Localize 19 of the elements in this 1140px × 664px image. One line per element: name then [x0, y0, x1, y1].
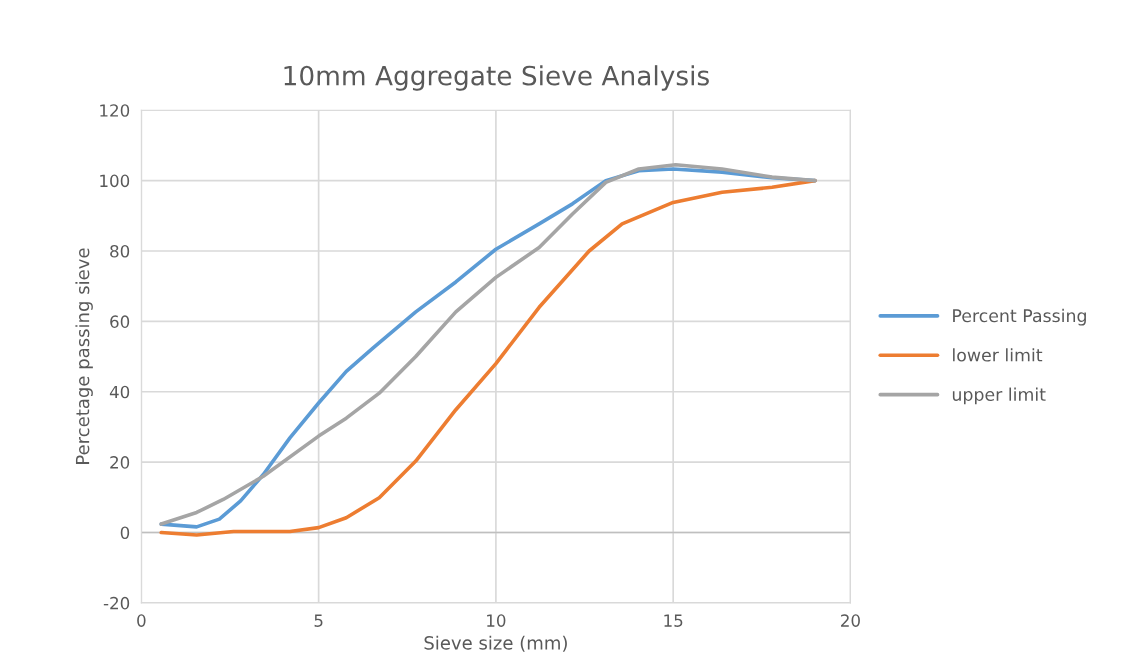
y-tick-label: 100	[100, 174, 130, 188]
x-tick-label: 20	[841, 614, 860, 627]
legend-label: Percent Passing	[953, 308, 1086, 326]
x-axis-title: Sieve size (mm)	[424, 635, 567, 652]
y-tick-label: 120	[100, 104, 130, 117]
y-tick-label: 60	[110, 315, 130, 328]
legend-label: lower limit	[953, 348, 1043, 362]
y-tick-label: 40	[109, 385, 130, 399]
x-tick-label: 0	[137, 614, 146, 627]
chart-title: 10mm Aggregate Sieve Analysis	[284, 65, 709, 91]
y-tick-label: 20	[110, 456, 130, 469]
x-tick-label: 5	[314, 614, 323, 627]
y-axis-title: Percetage passing sieve	[75, 248, 93, 464]
legend-label: upper limit	[952, 387, 1046, 405]
y-tick-label: 80	[110, 244, 130, 258]
x-tick-label: 10	[487, 614, 506, 627]
x-tick-label: 15	[664, 614, 683, 627]
y-tick-label: -20	[103, 596, 130, 610]
y-tick-label: 0	[120, 526, 130, 540]
